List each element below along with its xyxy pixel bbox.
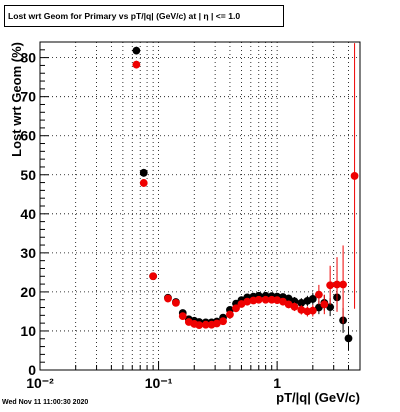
- data-point: [308, 306, 317, 315]
- y-tick-label: 30: [20, 245, 36, 261]
- data-point: [290, 302, 299, 311]
- data-point: [254, 295, 263, 304]
- data-point: [314, 290, 323, 299]
- data-point: [178, 312, 187, 321]
- data-point: [149, 272, 158, 281]
- y-axis-label: Lost wrt Geom (%): [9, 42, 24, 157]
- x-tick-label: 10⁻²: [26, 375, 54, 391]
- data-point: [290, 297, 299, 306]
- data-point: [139, 168, 148, 177]
- y-tick-label: 50: [20, 167, 36, 183]
- grid-lines: [39, 42, 361, 370]
- data-point: [297, 305, 306, 314]
- x-axis-label: pT/|q| (GeV/c): [276, 390, 360, 405]
- data-point: [171, 298, 180, 307]
- data-point: [326, 303, 335, 312]
- data-point: [237, 300, 246, 308]
- data-point: [164, 294, 172, 303]
- axis-ticks: 0 10 20 30 40 50 60 70 80 10⁻² 10⁻¹ 1: [20, 41, 361, 391]
- y-tick-label: 70: [20, 89, 36, 105]
- y-tick-label: 10: [20, 323, 36, 339]
- data-point: [284, 300, 293, 309]
- data-point: [297, 298, 306, 307]
- data-point: [333, 280, 341, 289]
- y-tick-label: 20: [20, 284, 36, 300]
- data-point: [226, 310, 234, 319]
- timestamp: Wed Nov 11 11:00:30 2020: [2, 399, 89, 406]
- data-point: [219, 317, 227, 326]
- y-tick-label: 80: [20, 50, 36, 66]
- y-tick-label: 60: [20, 128, 36, 144]
- data-point: [132, 60, 141, 69]
- data-point: [273, 296, 282, 305]
- data-point: [261, 295, 270, 304]
- y-tick-label: 40: [20, 206, 36, 222]
- data-point: [139, 179, 148, 187]
- data-point: [195, 321, 204, 329]
- y-tick-label: 0: [28, 362, 36, 378]
- data-series: [132, 43, 359, 351]
- data-point: [344, 334, 353, 343]
- data-point: [212, 319, 221, 328]
- series-1: [132, 43, 359, 329]
- data-point: [350, 172, 359, 180]
- x-tick-label: 1: [273, 375, 281, 391]
- x-tick-label: 10⁻¹: [145, 375, 173, 391]
- data-point: [232, 304, 240, 313]
- data-point: [308, 295, 317, 303]
- data-point: [320, 300, 329, 309]
- data-point: [243, 297, 252, 306]
- data-point: [339, 280, 347, 289]
- data-point: [326, 281, 335, 290]
- data-point: [201, 320, 210, 329]
- data-point: [132, 46, 141, 55]
- chart-title: Lost wrt Geom for Primary vs pT/|q| (GeV…: [4, 5, 284, 27]
